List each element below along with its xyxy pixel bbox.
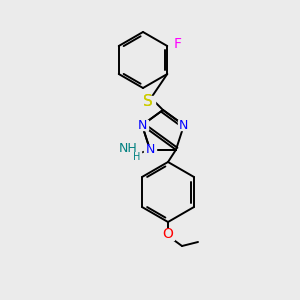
Text: NH: NH: [119, 142, 137, 155]
Bar: [141, 96, 155, 108]
Bar: [144, 145, 156, 155]
Bar: [162, 229, 174, 239]
Text: N: N: [179, 119, 189, 132]
Text: F: F: [173, 37, 181, 51]
Bar: [178, 120, 190, 130]
Text: S: S: [143, 94, 153, 110]
Text: N: N: [137, 119, 147, 132]
Bar: [136, 120, 148, 130]
Text: O: O: [163, 227, 173, 241]
Bar: [119, 148, 141, 160]
Text: H: H: [134, 152, 141, 162]
Text: S: S: [143, 94, 153, 110]
Text: N: N: [146, 143, 155, 156]
